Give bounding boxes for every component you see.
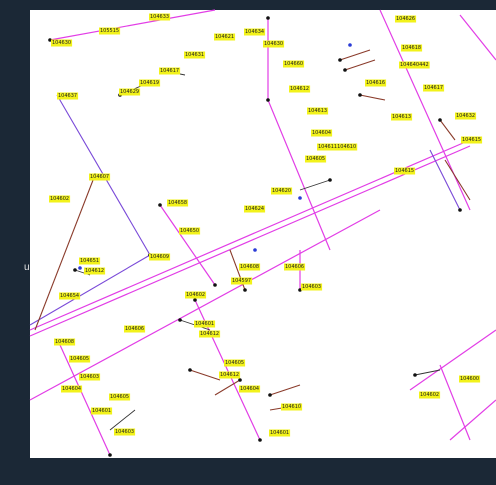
node-label: 104612 <box>200 331 219 337</box>
node-label: 104605 <box>110 394 129 400</box>
node-label: 104606 <box>285 264 304 270</box>
node-label: 104601 <box>92 408 111 414</box>
node-label: 104603 <box>80 374 99 380</box>
node-label: 104654 <box>60 293 79 299</box>
node-label: 104617 <box>160 68 179 74</box>
node-label: 104630 <box>52 40 71 46</box>
node-label: 104631 <box>185 52 204 58</box>
node-label: 104640442 <box>400 62 429 68</box>
side-panel-letter: u <box>24 262 30 273</box>
node-label: 104613 <box>308 108 327 114</box>
node-label: 104612 <box>85 268 104 274</box>
node-label: 104629 <box>120 89 139 95</box>
node-label: 104660 <box>284 61 303 67</box>
node-label: 104658 <box>168 200 187 206</box>
node-label: 104601 <box>270 430 289 436</box>
node-label: 104603 <box>115 429 134 435</box>
node-label: 104606 <box>125 326 144 332</box>
node-label: 104615 <box>462 137 481 143</box>
node-label: 104605 <box>225 360 244 366</box>
node-label: 104613 <box>392 114 411 120</box>
node-label: 104608 <box>240 264 259 270</box>
node-label: 104612 <box>220 372 239 378</box>
node-label: 104600 <box>460 376 479 382</box>
node-label: 104602 <box>420 392 439 398</box>
node-label: 104607 <box>90 174 109 180</box>
node-label: 104612 <box>290 86 309 92</box>
node-label: 104605 <box>306 156 325 162</box>
node-label: 104632 <box>456 113 475 119</box>
node-label: 104602 <box>50 196 69 202</box>
node-label: 104651 <box>80 258 99 264</box>
bottom-bar <box>30 458 496 485</box>
node-label: 104630 <box>264 41 283 47</box>
node-label: 104597 <box>232 278 251 284</box>
node-label: 104620 <box>272 188 291 194</box>
node-label: 104604 <box>62 386 81 392</box>
node-label: 104604 <box>240 386 259 392</box>
node-label: 104637 <box>58 93 77 99</box>
node-label: 104609 <box>150 254 169 260</box>
node-label: 104618 <box>402 45 421 51</box>
node-label: 104601 <box>195 321 214 327</box>
node-label: 104617 <box>424 85 443 91</box>
node-label: 104650 <box>180 228 199 234</box>
node-label: 104611104610 <box>318 144 356 150</box>
node-label: 104634 <box>245 29 264 35</box>
node-label: 105515 <box>100 28 119 34</box>
node-label: 104602 <box>186 292 205 298</box>
map-window: u 105515 <box>0 0 496 485</box>
node-label: 104603 <box>302 284 321 290</box>
node-label: 104624 <box>245 206 264 212</box>
node-label: 104626 <box>396 16 415 22</box>
map-canvas <box>30 10 496 458</box>
node-label: 104633 <box>150 14 169 20</box>
node-label: 104605 <box>70 356 89 362</box>
node-label: 104621 <box>215 34 234 40</box>
node-label: 104604 <box>312 130 331 136</box>
page: {"side_panel": {"letter": "u"}, "map": {… <box>0 0 496 485</box>
node-label: 104616 <box>366 80 385 86</box>
node-label: 104619 <box>140 80 159 86</box>
node-label: 104615 <box>395 168 414 174</box>
node-label: 104608 <box>55 339 74 345</box>
node-label: 104610 <box>282 404 301 410</box>
